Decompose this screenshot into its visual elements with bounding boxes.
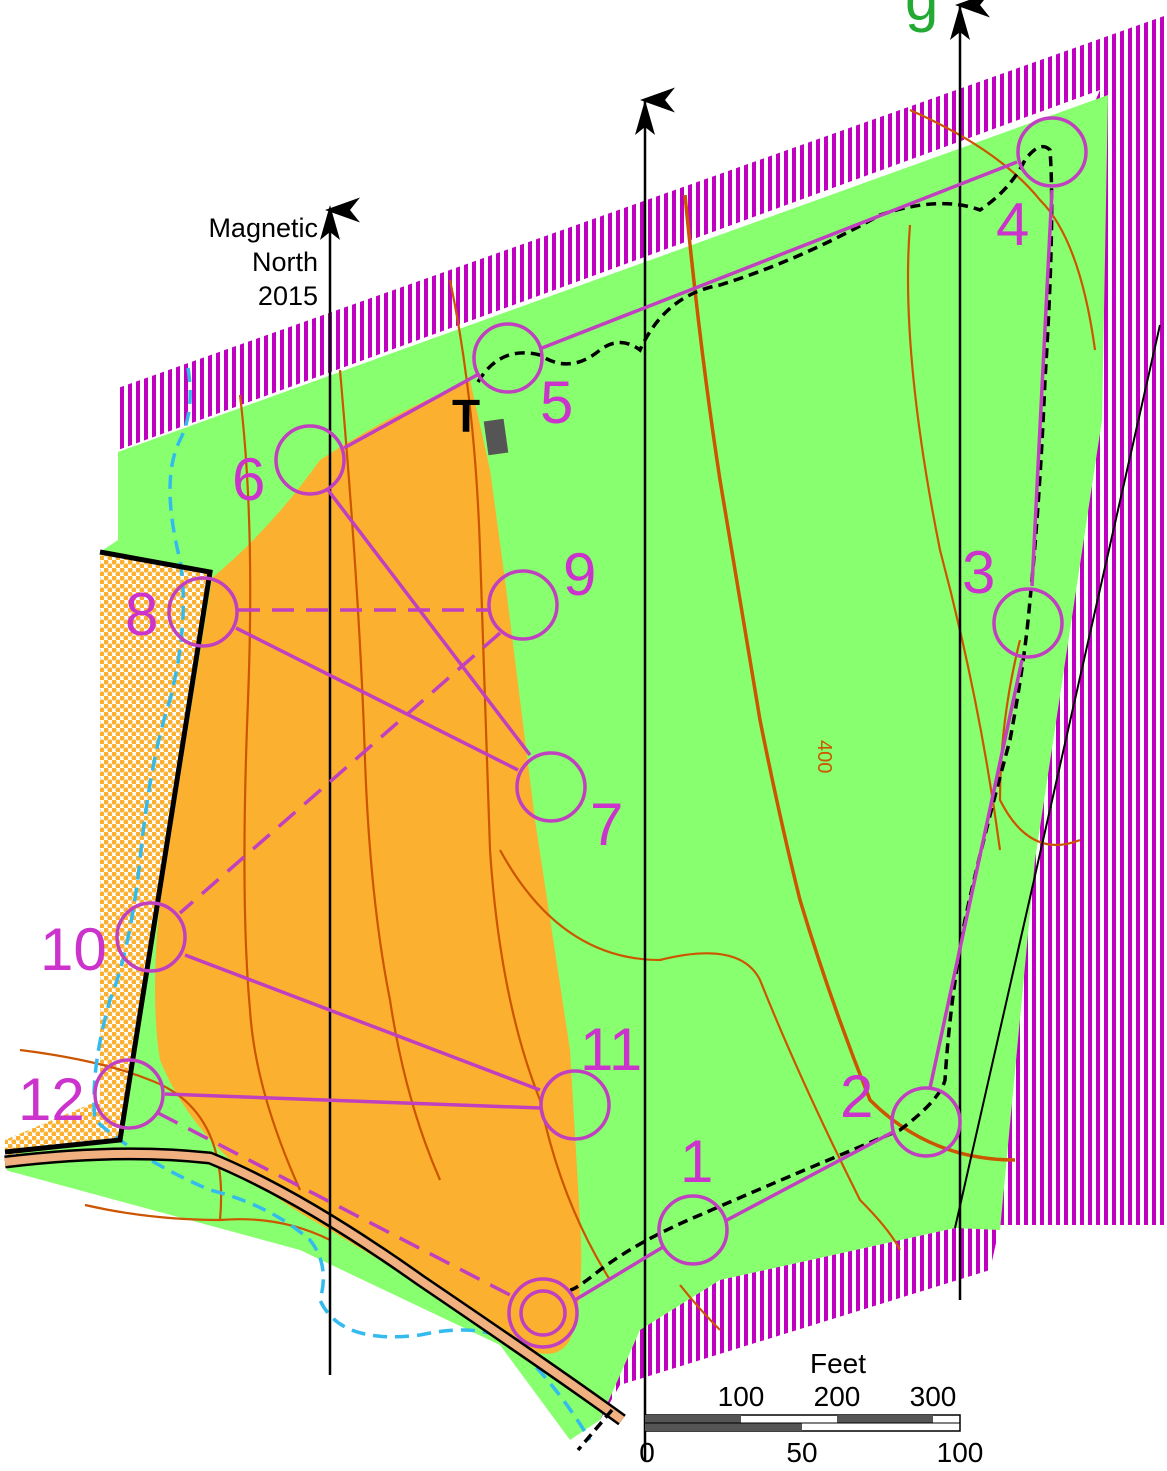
control-number-2: 2 [840,1063,873,1130]
control-number-1: 1 [680,1128,713,1195]
leg-3-4 [1030,189,1054,587]
north-label-line3: 2015 [258,281,318,311]
course-legs [157,160,1054,1302]
control-circle-3 [992,587,1064,659]
control-number-8: 8 [125,581,158,648]
control-number-4: 4 [996,191,1029,258]
leg-start-1 [574,1245,664,1302]
leg-10-11 [184,953,541,1092]
control-circle-4 [1016,116,1088,188]
arrow-up-icon [950,5,970,40]
control-number-7: 7 [590,791,623,858]
control-circle-2 [890,1086,962,1158]
control-circle-10 [115,901,187,973]
leg-5-6 [343,373,478,450]
control-number-12: 12 [18,1066,85,1133]
scale-feet-tick-200: 200 [814,1381,861,1412]
control-number-3: 3 [962,539,995,606]
rough-open [155,380,582,1354]
scale-feet-tick-300: 300 [910,1381,957,1412]
building [483,418,509,456]
scale-meter-tick-50: 50 [786,1437,817,1468]
trail [476,144,1054,1452]
arrow-up-icon [635,100,655,135]
control-circle-8 [167,576,239,648]
scale-meter-seg-1 [645,1423,802,1431]
road [4,1147,626,1426]
scale-feet-seg-1 [645,1415,741,1423]
contour-label: 400 [813,740,835,773]
control-number-5: 5 [540,369,573,436]
leg-6-7 [326,488,532,757]
scale-feet-seg-3 [837,1415,933,1423]
scale-meter-tick-100: 100 [937,1437,984,1468]
leg-2-3 [928,659,1024,1089]
dotted-rough [5,552,210,1172]
building-symbol: T [452,390,480,442]
control-number-6: 6 [232,446,265,513]
scale-feet-tick-100: 100 [718,1381,765,1412]
north-label-line2: North [252,247,318,277]
scale-bar [644,1414,961,1432]
control-circle-9 [487,569,559,641]
title-fragment: g [905,0,938,33]
control-circle-11 [539,1069,611,1141]
control-number-9: 9 [563,541,596,608]
control-number-10: 10 [40,916,107,983]
control-circle-1 [657,1194,729,1266]
start-double-circle-icon [507,1277,579,1349]
control-circle-12 [93,1058,165,1130]
leg-4-5 [541,160,1018,350]
scale-meter-tick-0: 0 [639,1437,655,1468]
control-circle-7 [515,751,587,823]
control-circle-6 [274,424,346,496]
contour-lines [19,108,1097,1331]
control-circle-5 [472,322,544,394]
control-number-11: 11 [580,1016,642,1083]
north-label-line1: Magnetic [208,213,318,243]
fence [4,324,1161,1229]
leg-11-12 [164,1092,541,1110]
leg-1-2 [726,1130,894,1222]
leg-7-8 [235,626,519,772]
north-lines [325,0,990,1460]
arrow-up-icon [320,205,340,240]
control-circles [93,116,1088,1349]
leg-9-10 [178,631,502,915]
scale-feet-title: Feet [810,1348,866,1379]
